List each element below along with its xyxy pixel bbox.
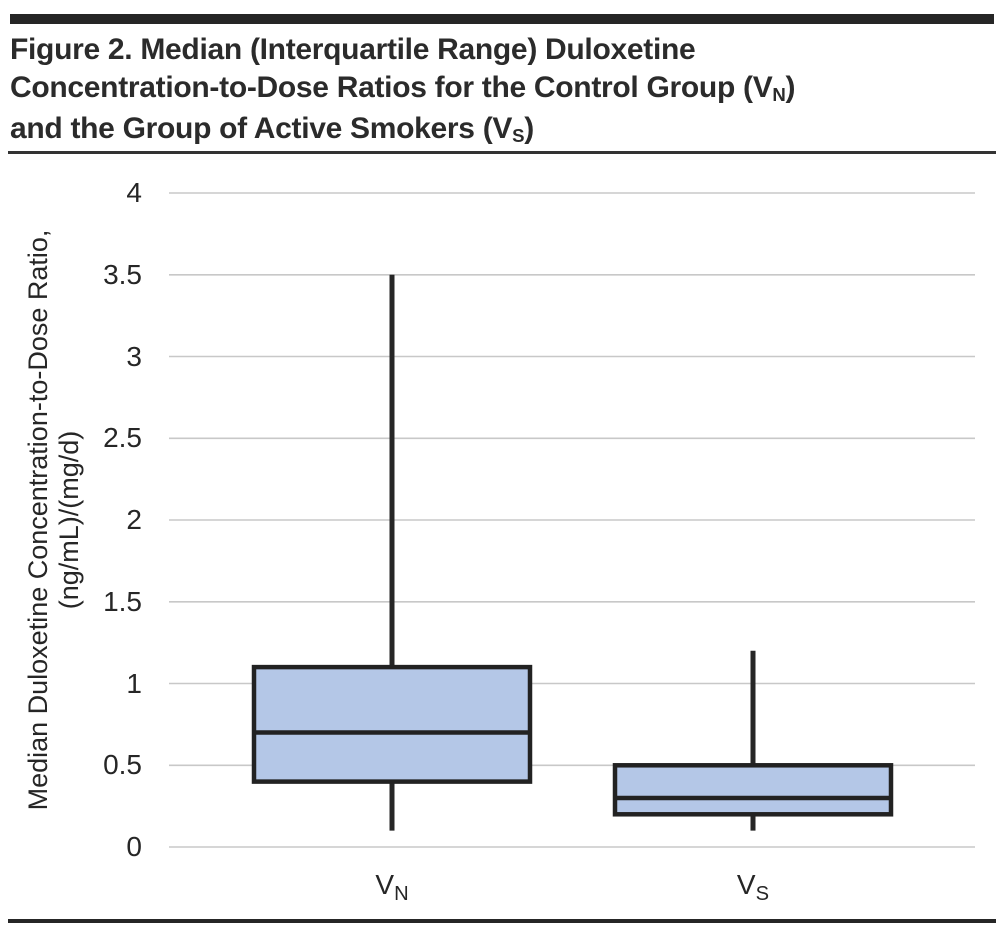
category-subscript: S [755,882,770,905]
category-base-text: V [375,869,395,900]
figure-title-line-2: Concentration-to-Dose Ratios for the Con… [10,69,1000,110]
title-text-segment: Figure 2. Median (Interquartile Range) D… [10,33,696,66]
title-text-segment: and the Group of Active Smokers (V [10,112,513,145]
figure-title-line-3: and the Group of Active Smokers (VS) [10,110,1000,151]
iqr-box-VN [251,664,533,784]
bottom-rule-bar [8,919,996,923]
y-tick-label-1: 1 [126,667,142,699]
x-category-label-VN: VN [312,869,472,905]
figure-title: Figure 2. Median (Interquartile Range) D… [10,31,1000,151]
y-tick-label-0: 0 [126,831,142,862]
y-tick-label-1.5: 1.5 [103,585,142,617]
title-text-segment: Concentration-to-Dose Ratios for the Con… [10,71,773,104]
title-text-segment: ) [524,112,534,145]
title-text-segment: ) [785,71,796,104]
y-tick-label-0.5: 0.5 [103,749,142,781]
x-category-label-VS: VS [673,869,833,905]
title-subscript: N [772,84,786,106]
y-tick-label-4: 4 [126,177,142,208]
category-base-text: V [736,869,756,900]
title-subscript: S [512,125,525,147]
y-tick-label-2.5: 2.5 [103,422,142,454]
category-subscript: N [394,882,409,905]
title-divider-rule [8,151,996,154]
iqr-box-VS [612,763,894,817]
y-tick-label-2: 2 [126,504,142,535]
figure-title-line-1: Figure 2. Median (Interquartile Range) D… [10,31,1000,69]
y-tick-label-3.5: 3.5 [103,258,142,290]
top-rule-bar [10,14,994,24]
y-tick-label-3: 3 [126,340,142,372]
